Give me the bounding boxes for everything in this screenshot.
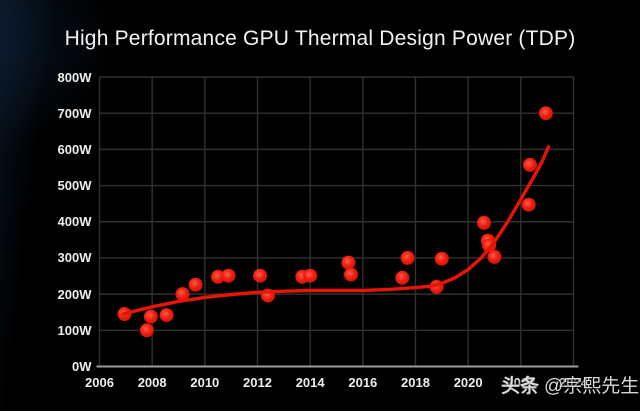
x-tick-label: 2018: [401, 374, 430, 390]
data-point: [221, 268, 236, 283]
data-point: [188, 277, 203, 292]
x-tick-label: 2016: [348, 374, 378, 390]
data-point: [523, 157, 537, 172]
y-tick-label: 600W: [57, 141, 92, 157]
x-tick-label: 2024: [559, 374, 588, 390]
y-tick-label: 200W: [57, 286, 92, 302]
chart-title: High Performance GPU Thermal Design Powe…: [64, 27, 576, 50]
x-tick-label: 2006: [85, 374, 114, 390]
data-point: [159, 308, 174, 323]
y-tick-label: 300W: [57, 250, 92, 266]
watermark: 头条 @宗熙先生: [501, 375, 639, 399]
watermark-brand: 头条: [501, 376, 540, 397]
data-point: [487, 249, 502, 264]
y-tick-label: 800W: [57, 69, 92, 85]
data-point: [344, 267, 358, 282]
data-point: [521, 197, 536, 212]
data-point: [395, 270, 410, 285]
watermark-handle: @宗熙先生: [544, 376, 640, 397]
data-point: [434, 251, 449, 266]
y-tick-label: 100W: [57, 322, 92, 338]
data-point: [341, 255, 356, 270]
x-tick-label: 2020: [453, 374, 483, 390]
trend-line: [121, 145, 551, 316]
data-point: [211, 269, 225, 284]
x-tick-label: 2008: [137, 374, 167, 390]
x-tick-label: 2010: [190, 374, 220, 390]
y-tick-label: 500W: [57, 178, 92, 194]
data-point: [175, 287, 190, 302]
data-point: [143, 309, 158, 324]
x-tick-label: 2014: [295, 374, 325, 390]
x-tick-label: 2022: [506, 374, 536, 390]
data-point: [538, 106, 553, 121]
y-tick-label: 0W: [72, 359, 92, 374]
data-point: [303, 268, 318, 283]
data-point: [477, 215, 491, 230]
y-tick-label: 700W: [57, 105, 92, 121]
data-point: [139, 323, 154, 338]
data-point: [253, 268, 268, 283]
data-point: [400, 250, 415, 265]
x-tick-label: 2012: [243, 374, 272, 390]
y-tick-label: 400W: [57, 214, 92, 230]
